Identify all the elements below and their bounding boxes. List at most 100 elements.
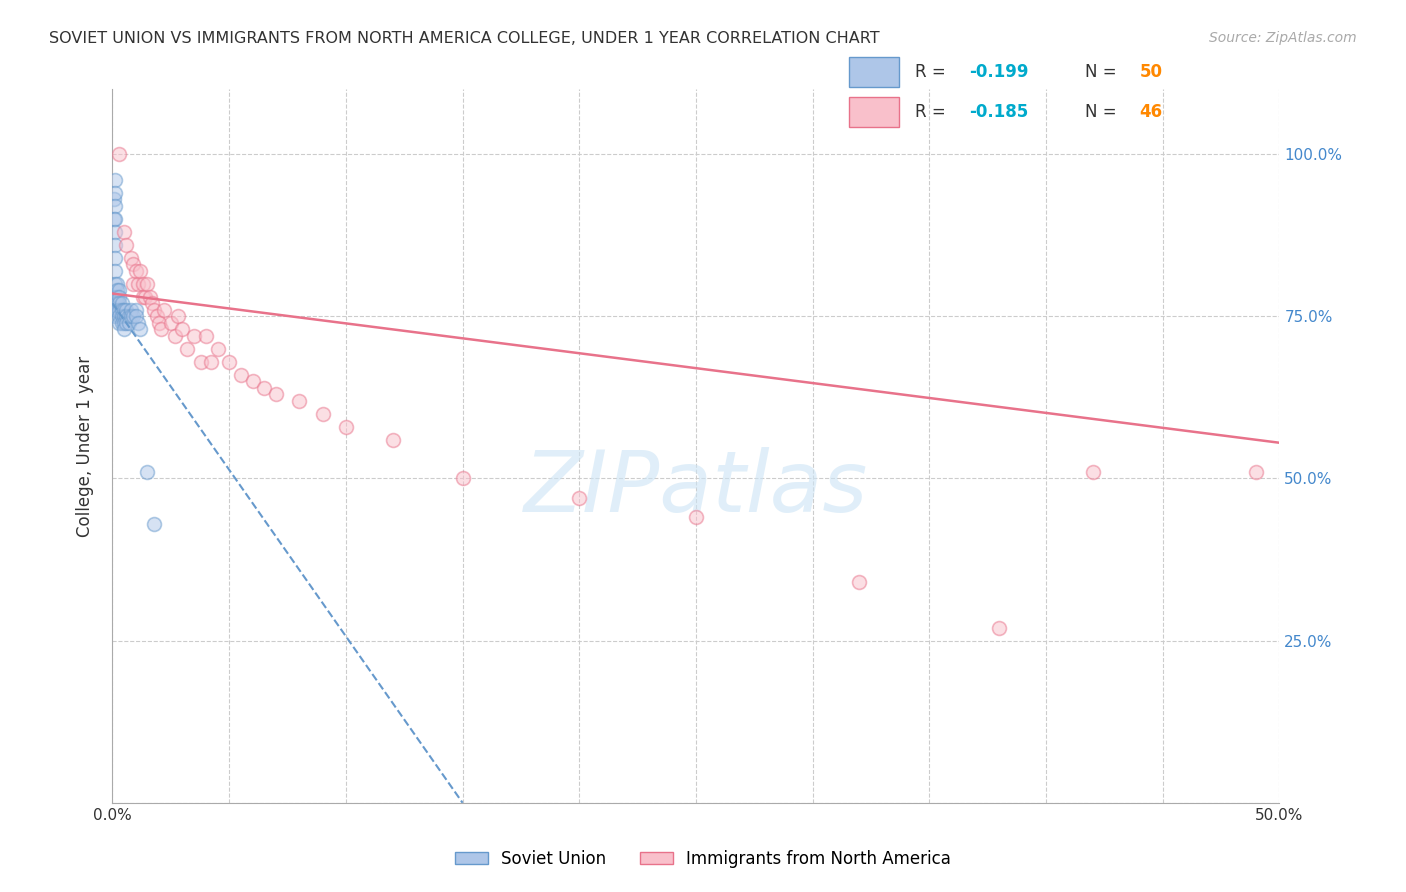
Point <box>207 342 229 356</box>
Point <box>451 471 474 485</box>
Point <box>104 302 127 317</box>
Point <box>108 310 131 324</box>
Point <box>129 322 152 336</box>
Bar <box>849 97 898 127</box>
Point <box>111 316 134 330</box>
Text: N =: N = <box>1085 62 1122 81</box>
Point <box>112 316 135 330</box>
Point <box>122 257 145 271</box>
Point <box>160 316 183 330</box>
Point <box>120 302 142 317</box>
Point <box>335 419 357 434</box>
Point <box>125 310 148 324</box>
Point <box>104 277 127 291</box>
Point <box>229 368 252 382</box>
Point <box>146 310 169 324</box>
Point <box>183 328 205 343</box>
Point <box>108 296 131 310</box>
Point <box>311 407 333 421</box>
Point <box>111 310 134 324</box>
Point <box>103 193 125 207</box>
Point <box>288 393 311 408</box>
Point <box>143 302 166 317</box>
Point <box>104 186 127 200</box>
Point <box>127 277 149 291</box>
Point <box>1081 465 1104 479</box>
Text: SOVIET UNION VS IMMIGRANTS FROM NORTH AMERICA COLLEGE, UNDER 1 YEAR CORRELATION : SOVIET UNION VS IMMIGRANTS FROM NORTH AM… <box>49 31 880 46</box>
Point <box>136 465 159 479</box>
Point <box>105 290 128 304</box>
Point <box>108 316 131 330</box>
Text: ZIPatlas: ZIPatlas <box>524 447 868 531</box>
Legend: Soviet Union, Immigrants from North America: Soviet Union, Immigrants from North Amer… <box>449 844 957 875</box>
Point <box>122 277 145 291</box>
Point <box>134 290 156 304</box>
Point <box>148 316 170 330</box>
Point <box>685 510 707 524</box>
Point <box>105 283 128 297</box>
Point <box>118 316 141 330</box>
Text: Source: ZipAtlas.com: Source: ZipAtlas.com <box>1209 31 1357 45</box>
Point <box>120 251 142 265</box>
Point <box>172 322 194 336</box>
Point <box>253 381 276 395</box>
Point <box>242 374 264 388</box>
Point <box>125 264 148 278</box>
Point <box>150 322 173 336</box>
Point <box>122 310 145 324</box>
Point <box>132 290 155 304</box>
Point <box>1244 465 1267 479</box>
Point <box>111 302 134 317</box>
Point <box>111 296 134 310</box>
Point <box>143 516 166 531</box>
Point <box>153 302 176 317</box>
Point <box>108 290 131 304</box>
Point <box>104 238 127 252</box>
Point <box>104 211 127 226</box>
Point <box>112 310 135 324</box>
Point <box>132 277 155 291</box>
Point <box>104 310 127 324</box>
Point <box>105 277 128 291</box>
Point <box>988 621 1011 635</box>
Point <box>108 283 131 297</box>
Text: R =: R = <box>915 103 952 121</box>
Point <box>264 387 287 401</box>
Text: R =: R = <box>915 62 952 81</box>
Point <box>166 310 188 324</box>
Point <box>112 302 135 317</box>
Point <box>104 173 127 187</box>
Point <box>105 302 128 317</box>
Point <box>165 328 187 343</box>
Point <box>104 296 127 310</box>
Text: 46: 46 <box>1139 103 1163 121</box>
Point <box>129 264 152 278</box>
Point <box>115 310 138 324</box>
Point <box>118 310 141 324</box>
Point <box>104 199 127 213</box>
Point <box>120 310 142 324</box>
Point <box>176 342 198 356</box>
Text: -0.185: -0.185 <box>969 103 1029 121</box>
Point <box>136 277 159 291</box>
Point <box>112 322 135 336</box>
Point <box>115 238 138 252</box>
Point <box>127 316 149 330</box>
Point <box>104 251 127 265</box>
Point <box>200 354 222 368</box>
Text: -0.199: -0.199 <box>969 62 1029 81</box>
Point <box>108 147 131 161</box>
Point <box>190 354 212 368</box>
Point <box>104 290 127 304</box>
Text: N =: N = <box>1085 103 1122 121</box>
Point <box>568 491 591 505</box>
Point <box>848 575 870 590</box>
Point <box>194 328 217 343</box>
Point <box>115 316 138 330</box>
Point <box>141 296 163 310</box>
Point <box>103 211 125 226</box>
Point <box>139 290 162 304</box>
Point <box>218 354 240 368</box>
Point <box>105 296 128 310</box>
Point <box>104 290 127 304</box>
